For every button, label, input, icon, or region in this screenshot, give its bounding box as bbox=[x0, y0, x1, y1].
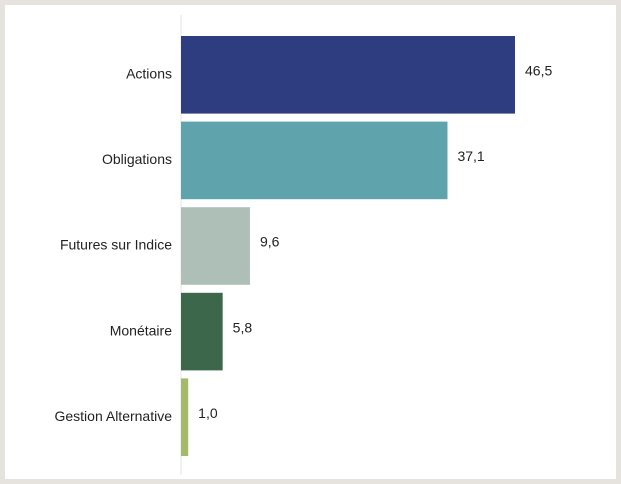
value-label: 1,0 bbox=[198, 405, 218, 421]
bar bbox=[181, 207, 250, 285]
value-label: 5,8 bbox=[233, 319, 253, 335]
bar bbox=[181, 121, 448, 200]
bar bbox=[181, 292, 223, 371]
category-label: Actions bbox=[126, 66, 172, 82]
category-label: Gestion Alternative bbox=[54, 408, 172, 424]
bar bbox=[181, 378, 189, 456]
category-label: Obligations bbox=[102, 151, 172, 167]
category-label: Monétaire bbox=[110, 322, 172, 338]
value-label: 37,1 bbox=[457, 148, 484, 164]
category-label: Futures sur Indice bbox=[60, 237, 172, 253]
value-label: 46,5 bbox=[525, 63, 552, 79]
bar bbox=[181, 36, 515, 114]
value-label: 9,6 bbox=[260, 234, 280, 250]
